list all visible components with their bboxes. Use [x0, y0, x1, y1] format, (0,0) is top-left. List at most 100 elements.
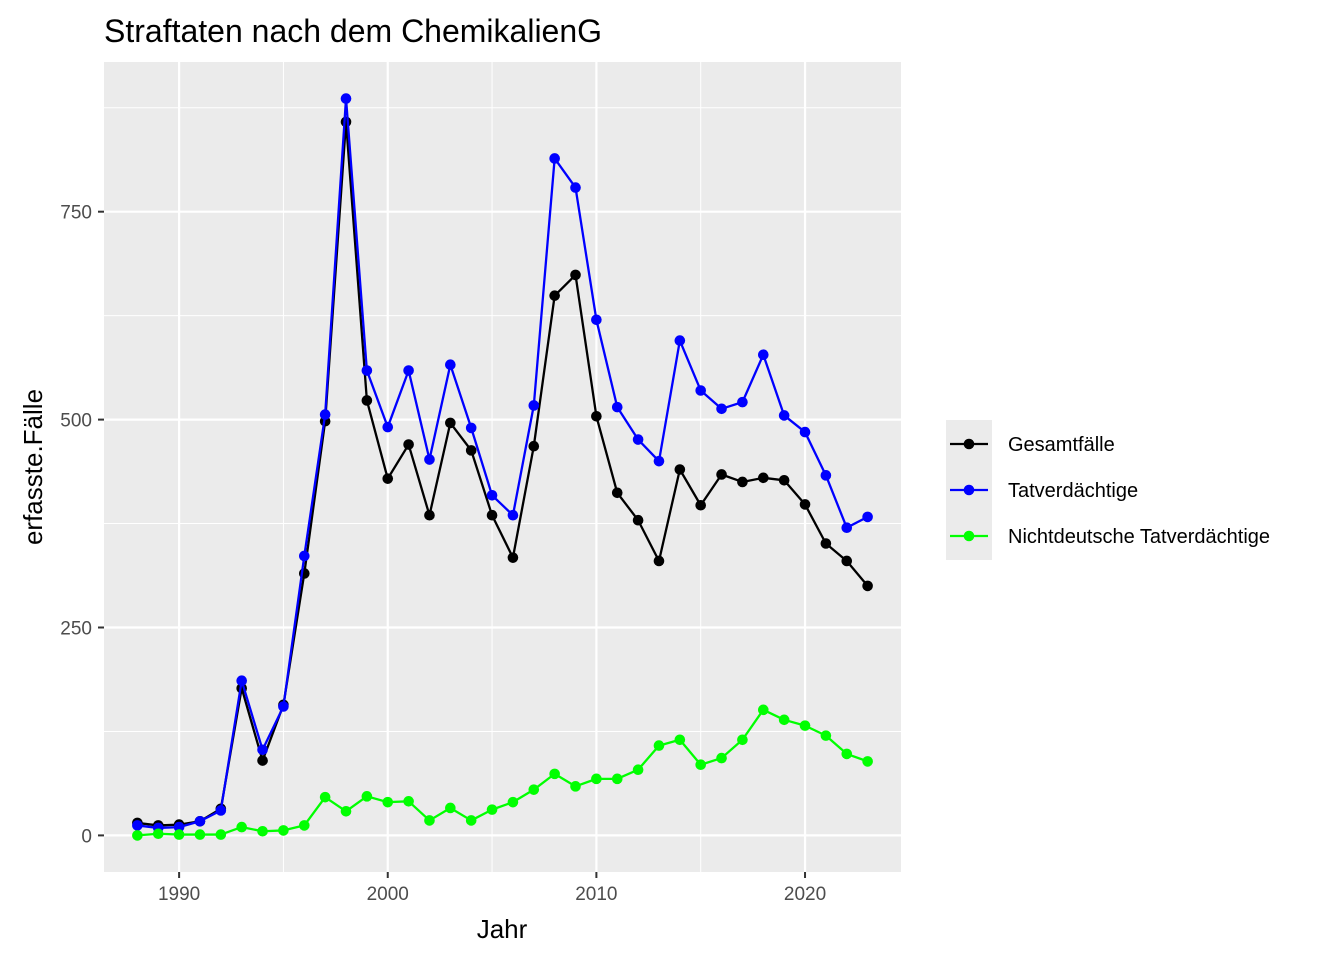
- data-point: [173, 829, 185, 840]
- x-axis-title: Jahr: [477, 914, 528, 944]
- data-point: [194, 829, 206, 840]
- legend-key-point: [963, 530, 975, 542]
- data-point: [382, 473, 394, 484]
- data-point: [695, 385, 707, 396]
- data-point: [757, 704, 769, 716]
- data-point: [778, 475, 790, 486]
- data-point: [549, 290, 560, 301]
- data-point: [382, 796, 394, 808]
- x-tick-label: 2020: [784, 884, 826, 905]
- data-point: [820, 730, 832, 741]
- data-point: [340, 93, 352, 104]
- y-tick-label: 500: [60, 411, 92, 432]
- legend: Gesamtfälle Tatverdächtige Nichtdeutsche T…: [946, 420, 1270, 560]
- data-point: [215, 829, 227, 840]
- y-tick-label: 0: [81, 826, 92, 847]
- data-point: [820, 538, 832, 549]
- data-point: [445, 417, 456, 429]
- data-point: [257, 744, 268, 756]
- data-point: [799, 499, 811, 510]
- data-point: [841, 555, 853, 567]
- data-point: [465, 815, 477, 826]
- data-point: [737, 734, 748, 746]
- data-point: [132, 830, 143, 841]
- y-axis-title: erfasste.Fälle: [18, 389, 48, 545]
- y-tick-label: 250: [60, 619, 92, 640]
- data-point: [778, 410, 790, 421]
- series-3: [132, 704, 873, 841]
- data-point: [632, 434, 644, 445]
- data-point: [236, 675, 248, 687]
- data-point: [173, 821, 185, 833]
- data-point: [737, 476, 748, 488]
- data-point: [424, 509, 435, 521]
- data-point: [257, 755, 268, 766]
- data-point: [528, 400, 540, 411]
- data-point: [278, 825, 289, 836]
- data-point: [507, 509, 519, 521]
- data-point: [403, 439, 414, 450]
- data-point: [570, 269, 581, 281]
- data-point: [132, 820, 143, 831]
- chart-title: Straftaten nach dem ChemikalienG: [104, 13, 602, 49]
- data-point: [152, 828, 164, 840]
- data-point: [340, 116, 352, 128]
- series-line: [137, 97, 869, 830]
- data-point: [319, 791, 331, 803]
- data-point: [486, 509, 498, 521]
- legend-label: Tatverdächtige: [1008, 480, 1138, 502]
- data-point: [361, 791, 373, 802]
- plot-panel: [104, 62, 901, 872]
- data-point: [528, 440, 540, 452]
- x-tick-label: 1990: [158, 884, 200, 905]
- data-point: [674, 464, 686, 475]
- data-point: [361, 365, 373, 376]
- data-point: [799, 720, 811, 731]
- data-point: [653, 555, 665, 567]
- data-point: [215, 805, 227, 816]
- data-point: [424, 815, 435, 826]
- data-point: [424, 454, 435, 465]
- data-point: [611, 773, 623, 785]
- data-point: [298, 550, 310, 562]
- legend-key-point: [963, 484, 975, 496]
- data-point: [298, 820, 310, 831]
- data-point: [799, 426, 811, 438]
- legend-label: Nichtdeutsche Tatverdächtige: [1008, 526, 1270, 548]
- series-layer: [132, 93, 873, 841]
- data-point: [716, 752, 727, 764]
- data-point: [570, 781, 581, 792]
- x-tick-label: 2010: [575, 884, 617, 905]
- data-point: [841, 748, 853, 760]
- data-point: [549, 768, 560, 780]
- legend-label: Gesamtfälle: [1008, 434, 1115, 456]
- data-point: [236, 821, 248, 833]
- data-point: [465, 445, 477, 456]
- legend-key-point: [963, 438, 975, 450]
- data-point: [820, 470, 832, 481]
- data-point: [862, 511, 873, 523]
- data-point: [465, 422, 477, 434]
- data-point: [257, 825, 268, 837]
- data-point: [757, 472, 769, 484]
- x-tick-label: 2000: [367, 884, 409, 905]
- data-point: [528, 784, 540, 795]
- data-point: [591, 314, 602, 326]
- data-point: [737, 396, 748, 408]
- axes: 1990 2000 2010 2020 0 250 500 750: [60, 203, 826, 905]
- data-point: [674, 335, 686, 346]
- data-point: [653, 740, 665, 751]
- data-point: [611, 487, 623, 499]
- data-point: [549, 153, 560, 164]
- data-point: [486, 804, 498, 815]
- data-point: [778, 714, 790, 726]
- series-2: [132, 93, 873, 834]
- data-point: [591, 410, 602, 422]
- data-point: [841, 522, 853, 534]
- data-point: [570, 182, 581, 193]
- data-point: [674, 734, 686, 746]
- data-point: [653, 455, 665, 467]
- data-point: [862, 580, 873, 592]
- data-point: [611, 401, 623, 413]
